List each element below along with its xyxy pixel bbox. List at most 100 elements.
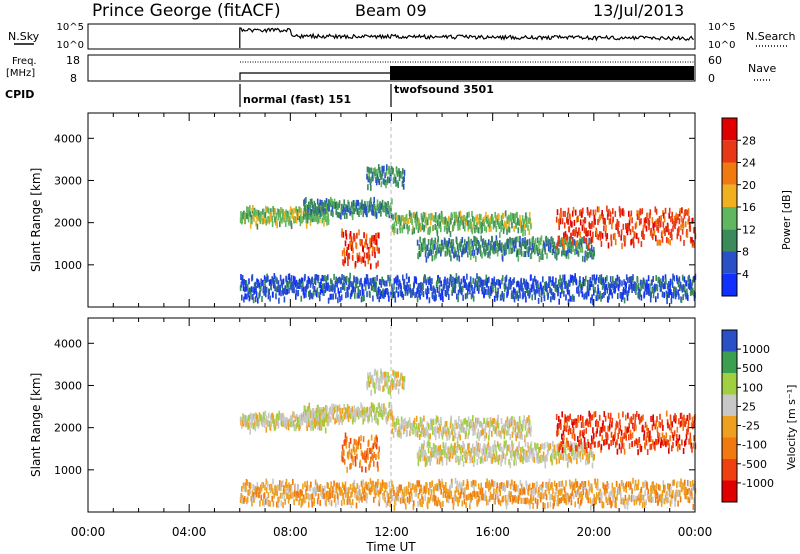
echo-cell — [601, 210, 603, 216]
echo-cell — [693, 275, 695, 282]
echo-cell — [352, 204, 354, 211]
echo-cell — [345, 230, 347, 236]
echo-cell — [290, 275, 293, 282]
echo-cell — [422, 430, 425, 437]
echo-cell — [347, 453, 350, 460]
echo-cell — [252, 294, 254, 300]
echo-cell — [243, 214, 246, 221]
echo-cell — [447, 289, 449, 296]
echo-cell — [347, 260, 349, 266]
echo-cell — [382, 288, 384, 295]
echo-cell — [443, 218, 445, 225]
echo-cell — [630, 210, 633, 217]
echo-cell — [689, 225, 692, 232]
echo-cell — [402, 497, 405, 504]
echo-cell — [423, 238, 425, 245]
echo-cell — [647, 428, 649, 434]
echo-cell — [391, 198, 393, 205]
echo-cell — [394, 177, 397, 183]
echo-cell — [334, 285, 336, 292]
echo-cell — [629, 214, 631, 221]
echo-cell — [292, 208, 294, 215]
echo-cell — [405, 425, 407, 432]
echo-cell — [368, 176, 371, 183]
echo-cell — [399, 426, 402, 433]
echo-cell — [621, 280, 623, 287]
echo-cell — [393, 416, 395, 423]
echo-cell — [565, 294, 567, 301]
echo-cell — [630, 283, 632, 290]
echo-cell — [325, 414, 327, 421]
echo-cell — [375, 208, 377, 215]
echo-cell — [360, 277, 362, 284]
echo-cell — [517, 280, 519, 287]
echo-cell — [453, 211, 456, 218]
echo-cell — [473, 451, 475, 458]
echo-cell — [357, 494, 359, 501]
echo-cell — [314, 479, 317, 486]
echo-cell — [487, 286, 490, 293]
echo-cell — [355, 446, 358, 453]
echo-cell — [315, 206, 318, 213]
echo-cell — [395, 286, 398, 293]
echo-cell — [660, 221, 662, 227]
echo-cell — [263, 275, 266, 282]
echo-cell — [445, 420, 448, 427]
echo-cell — [377, 168, 379, 175]
echo-cell — [366, 274, 369, 281]
echo-cell — [269, 424, 272, 431]
echo-cell — [566, 250, 568, 257]
echo-cell — [566, 421, 568, 428]
echo-cell — [497, 220, 500, 227]
echo-cell — [295, 491, 297, 498]
echo-cell — [279, 480, 281, 487]
echo-cell — [439, 425, 442, 432]
echo-cell — [480, 429, 483, 436]
echo-cell — [624, 432, 626, 439]
echo-cell — [405, 273, 408, 280]
echo-cell — [537, 452, 539, 459]
echo-cell — [692, 442, 695, 449]
echo-cell — [578, 290, 580, 297]
echo-cell — [445, 240, 448, 247]
echo-cell — [354, 260, 357, 267]
echo-cell — [483, 443, 485, 450]
echo-cell — [338, 200, 341, 207]
echo-cell — [617, 412, 620, 419]
echo-cell — [595, 229, 598, 236]
echo-cell — [667, 286, 670, 292]
echo-cell — [429, 494, 432, 501]
echo-cell — [504, 249, 506, 256]
echo-cell — [414, 217, 416, 223]
echo-cell — [436, 286, 439, 293]
echo-cell — [610, 440, 612, 446]
echo-cell — [511, 431, 514, 438]
echo-cell — [675, 415, 677, 421]
echo-cell — [402, 419, 405, 426]
echo-cell — [438, 222, 440, 229]
echo-cell — [582, 281, 584, 288]
echo-cell — [536, 280, 539, 287]
echo-cell — [366, 243, 369, 250]
echo-cell — [432, 285, 435, 292]
echo-cell — [515, 222, 517, 229]
echo-cell — [447, 220, 449, 227]
echo-cell — [399, 429, 402, 436]
echo-cell — [660, 439, 663, 446]
echo-cell — [638, 287, 640, 294]
echo-cell — [377, 478, 379, 485]
echo-cell — [685, 280, 688, 287]
echo-cell — [405, 420, 407, 427]
echo-cell — [403, 169, 406, 176]
echo-cell — [349, 408, 351, 415]
echo-cell — [391, 378, 394, 385]
echo-cell — [356, 483, 359, 489]
echo-cell — [520, 248, 522, 255]
echo-cell — [312, 487, 315, 494]
echo-cell — [424, 212, 427, 219]
echo-cell — [415, 219, 417, 226]
echo-cell — [305, 485, 308, 492]
echo-cell — [406, 281, 408, 288]
echo-cell — [327, 490, 329, 497]
echo-cell — [628, 219, 631, 226]
